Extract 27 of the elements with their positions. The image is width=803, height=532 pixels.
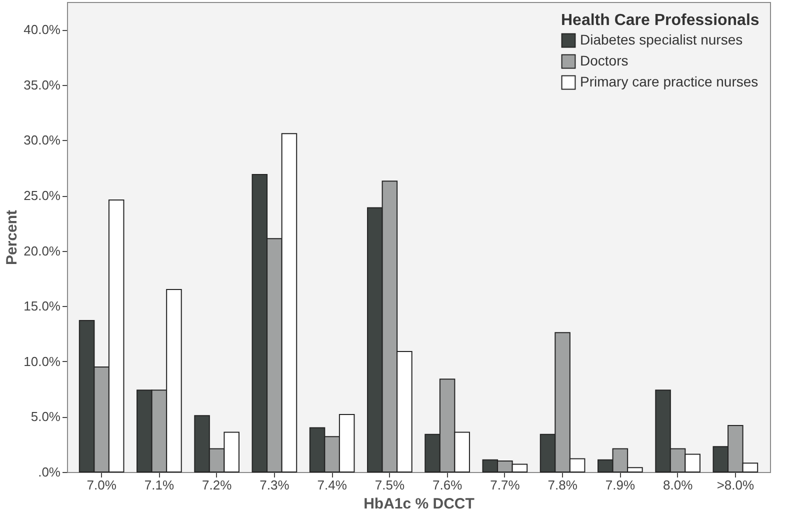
x-tick-label: 7.1% (144, 478, 174, 492)
x-tick-label: 7.5% (374, 478, 405, 492)
y-axis-title: Percent (4, 210, 21, 266)
y-tick-label: 35.0% (24, 77, 61, 92)
y-tick-label: 20.0% (24, 243, 61, 258)
y-tick-label: 30.0% (24, 132, 61, 148)
y-tick-label: 25.0% (24, 188, 61, 204)
y-tick-label: 15.0% (24, 298, 61, 314)
x-tick-label: 7.8% (548, 478, 578, 492)
x-tick-label: 7.7% (490, 478, 520, 492)
y-tick-label: 40.0% (24, 22, 61, 38)
x-tick-label: 7.0% (86, 478, 117, 492)
y-tick-label: 5.0% (30, 409, 61, 424)
x-tick-label: 8.0% (662, 478, 694, 492)
x-axis-title: HbA1c % DCCT (364, 496, 474, 512)
legend-label: Primary care practice nurses (580, 74, 758, 90)
legend-label: Doctors (580, 52, 628, 68)
x-tick-label: >8.0% (716, 478, 754, 492)
x-tick-label: 7.3% (260, 478, 290, 492)
x-tick-label: 7.9% (605, 478, 636, 492)
x-tick-label: 7.2% (202, 478, 232, 492)
x-tick-label: 7.6% (432, 478, 463, 492)
y-tick-label: 10.0% (24, 354, 61, 369)
x-tick-label: 7.4% (317, 478, 348, 492)
legend-label: Diabetes specialist nurses (580, 32, 743, 48)
legend-title: Health Care Professionals (561, 12, 760, 29)
y-tick-label: .0% (38, 464, 61, 480)
